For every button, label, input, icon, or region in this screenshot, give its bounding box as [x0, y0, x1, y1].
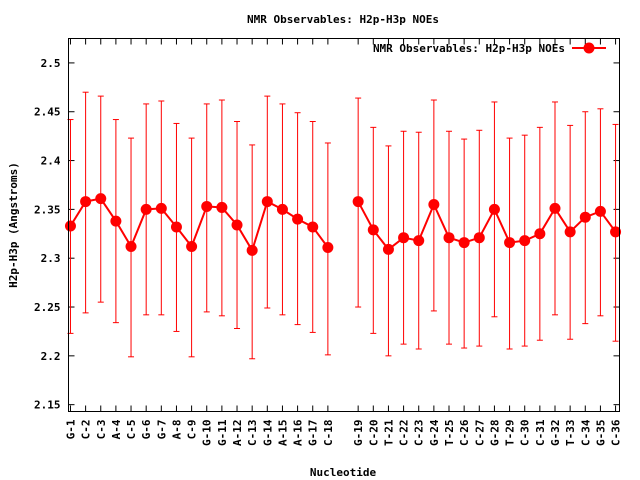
- data-point: [216, 201, 228, 213]
- x-tick-label: A-16: [292, 419, 305, 446]
- x-tick-label: G-7: [155, 420, 168, 440]
- data-point: [170, 221, 182, 233]
- series-line: [357, 201, 617, 251]
- data-point: [443, 232, 455, 244]
- data-point: [549, 202, 561, 214]
- data-point: [155, 202, 167, 214]
- x-tick-label: G-11: [216, 419, 229, 446]
- x-tick-label: C-31: [534, 419, 547, 446]
- x-tick-label: G-28: [488, 420, 501, 447]
- y-tick-label: 2.35: [34, 203, 61, 216]
- data-point: [519, 235, 531, 247]
- data-point: [398, 232, 410, 244]
- data-point: [125, 240, 137, 252]
- legend: NMR Observables: H2p-H3p NOEs: [373, 42, 606, 55]
- data-point: [504, 237, 516, 249]
- data-point: [95, 193, 107, 205]
- data-point: [231, 219, 243, 231]
- data-point: [488, 203, 500, 215]
- x-tick-label: A-8: [170, 420, 183, 440]
- data-point: [64, 220, 76, 232]
- x-tick-label: G-35: [594, 420, 607, 447]
- x-tick-label: T-21: [382, 419, 395, 446]
- data-point: [367, 224, 379, 236]
- y-tick-label: 2.45: [34, 106, 61, 119]
- data-point: [473, 232, 485, 244]
- data-point: [610, 226, 622, 238]
- x-tick-label: C-3: [95, 420, 108, 440]
- y-tick-label: 2.3: [41, 252, 61, 265]
- x-tick-label: C-18: [322, 420, 335, 447]
- chart-title: NMR Observables: H2p-H3p NOEs: [247, 13, 439, 26]
- data-point: [428, 198, 440, 210]
- data-point: [352, 196, 364, 208]
- x-tick-label: G-6: [140, 419, 153, 439]
- x-tick-label: C-27: [473, 420, 486, 447]
- data-point: [307, 221, 319, 233]
- data-point: [382, 243, 394, 255]
- x-tick-label: C-20: [367, 420, 380, 447]
- legend-label: NMR Observables: H2p-H3p NOEs: [373, 42, 565, 55]
- x-tick-label: A-15: [276, 420, 289, 447]
- data-point: [579, 211, 591, 223]
- y-tick-label: 2.2: [41, 350, 61, 363]
- x-tick-label: C-5: [125, 420, 138, 440]
- x-tick-label: G-1: [64, 419, 77, 439]
- data-point: [413, 235, 425, 247]
- data-point: [594, 205, 606, 217]
- x-tick-label: G-32: [549, 420, 562, 447]
- y-tick-label: 2.4: [41, 155, 61, 168]
- data-point: [110, 215, 122, 227]
- x-axis-label: Nucleotide: [310, 466, 377, 479]
- x-tick-label: C-13: [246, 420, 259, 447]
- data-point: [246, 244, 258, 256]
- x-tick-label: C-30: [519, 420, 532, 447]
- x-tick-label: A-4: [110, 419, 123, 439]
- y-tick-label: 2.5: [41, 57, 61, 70]
- data-point: [276, 203, 288, 215]
- data-point: [292, 213, 304, 225]
- x-tick-label: C-2: [80, 420, 93, 440]
- x-tick-label: G-19: [352, 420, 365, 447]
- x-tick-label: G-17: [307, 420, 320, 447]
- x-tick-label: A-12: [231, 420, 244, 447]
- legend-marker-swatch: [583, 42, 595, 54]
- series-line: [69, 197, 329, 253]
- data-point: [322, 241, 334, 253]
- data-point: [458, 237, 470, 249]
- plot-frame: [68, 38, 620, 412]
- y-tick-label: 2.15: [34, 399, 61, 412]
- x-tick-label: T-29: [504, 420, 517, 447]
- data-point: [534, 228, 546, 240]
- x-tick-label: C-26: [458, 419, 471, 446]
- x-tick-label: C-23: [413, 420, 426, 447]
- x-tick-label: C-9: [186, 420, 199, 440]
- x-tick-label: T-33: [564, 420, 577, 447]
- data-point: [140, 203, 152, 215]
- data-point: [80, 196, 92, 208]
- x-tick-label: G-24: [428, 419, 441, 446]
- data-point: [564, 226, 576, 238]
- data-point: [261, 196, 273, 208]
- x-tick-label: C-22: [398, 420, 411, 447]
- data-point: [201, 200, 213, 212]
- y-tick-label: 2.25: [34, 301, 61, 314]
- data-point: [186, 240, 198, 252]
- y-axis-label: H2p-H3p (Angstroms): [7, 162, 20, 288]
- x-tick-label: G-14: [261, 419, 274, 446]
- x-tick-label: C-34: [579, 419, 592, 446]
- x-tick-label: C-36: [610, 419, 623, 446]
- x-tick-label: G-10: [201, 420, 214, 447]
- x-tick-label: T-25: [443, 420, 456, 447]
